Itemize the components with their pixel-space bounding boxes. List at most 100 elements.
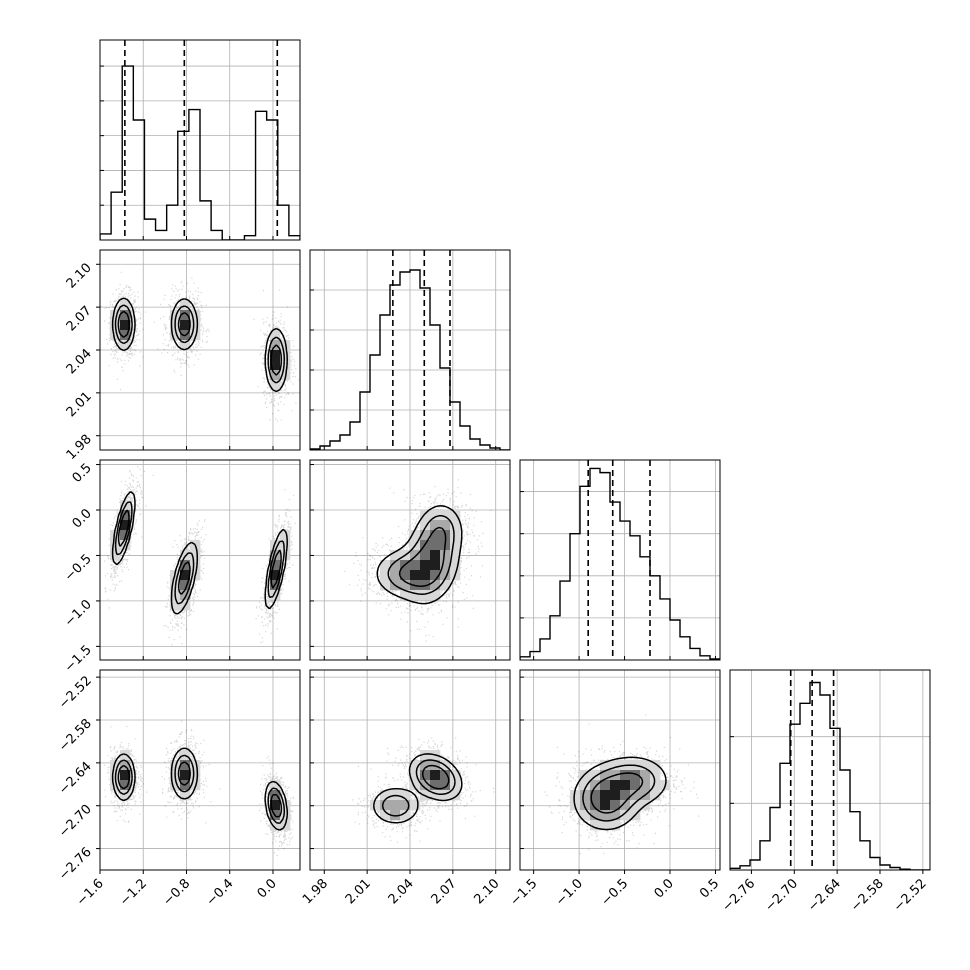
- y-tick-label: 0.5: [70, 461, 95, 486]
- density-cell: [380, 580, 391, 591]
- density-cell: [450, 560, 461, 571]
- contour-line: [387, 515, 455, 595]
- density-cell: [450, 540, 461, 551]
- density-cell: [280, 550, 291, 561]
- density-cell: [610, 760, 621, 771]
- density-cell: [590, 820, 601, 831]
- density-cell: [430, 530, 441, 541]
- density-cell: [270, 350, 281, 361]
- density-cell: [190, 310, 201, 321]
- density-cell: [590, 770, 601, 781]
- density-cell: [640, 780, 651, 791]
- density-cell: [390, 550, 401, 561]
- panel-0-0: [99, 39, 301, 241]
- density-cell: [620, 800, 631, 811]
- density-cell: [430, 550, 441, 561]
- contour-line: [573, 756, 667, 831]
- density-cell: [410, 800, 421, 811]
- x-tick-label: 0.0: [652, 876, 677, 901]
- density-cell: [430, 520, 441, 531]
- density-cell: [430, 560, 441, 571]
- density-cell: [280, 360, 291, 371]
- density-cell: [380, 810, 391, 821]
- density-cell: [450, 520, 461, 531]
- x-tick-label: 2.01: [343, 876, 374, 907]
- density-cell: [600, 800, 611, 811]
- density-cell: [170, 330, 181, 341]
- density-cell: [410, 570, 421, 581]
- density-cell: [190, 770, 201, 781]
- contour-line: [117, 310, 283, 376]
- x-tick-label: −1.2: [117, 876, 150, 909]
- density-cell: [580, 800, 591, 811]
- contour-line: [582, 764, 656, 822]
- density-cell: [640, 770, 651, 781]
- density-cell: [110, 780, 121, 791]
- density-cell: [450, 550, 461, 561]
- density-cell: [600, 770, 611, 781]
- density-cell: [420, 770, 431, 781]
- panel-content: [100, 250, 300, 450]
- contour-line: [111, 491, 288, 615]
- density-cell: [430, 780, 441, 791]
- y-tick-label: 2.07: [64, 303, 95, 334]
- scatter-points: [352, 737, 495, 843]
- density-cell: [120, 510, 131, 521]
- density-cell: [420, 510, 431, 521]
- density-cell: [120, 780, 131, 791]
- density-cell: [120, 330, 131, 341]
- panel-content: [520, 670, 720, 870]
- density-cell: [580, 770, 591, 781]
- density-cell: [180, 580, 191, 591]
- x-tick-label: −0.8: [160, 876, 193, 909]
- x-tick-label: −1.0: [553, 876, 586, 909]
- density-cell: [620, 780, 631, 791]
- density-cell: [270, 820, 281, 831]
- density-cell: [180, 790, 191, 801]
- panel-frame: [519, 669, 721, 871]
- density-cell: [410, 770, 421, 781]
- density-cell: [270, 590, 281, 601]
- density-cell: [440, 580, 451, 591]
- y-tick-label: −0.5: [62, 552, 95, 585]
- density-cell: [270, 550, 281, 561]
- density-cell: [270, 560, 281, 571]
- histogram-step: [730, 681, 930, 870]
- contour-line: [117, 761, 283, 818]
- density-cell: [440, 570, 451, 581]
- panel-content: [310, 670, 510, 870]
- density-cell: [380, 570, 391, 581]
- density-cell: [650, 790, 661, 801]
- density-cell: [440, 550, 451, 561]
- density-cell: [610, 820, 621, 831]
- density-cell: [440, 790, 451, 801]
- density-cell: [120, 320, 131, 331]
- x-tick-label: −2.76: [719, 876, 758, 915]
- contour-line: [376, 505, 463, 605]
- density-cell: [180, 320, 191, 331]
- density-cell: [600, 820, 611, 831]
- density-cell: [420, 590, 431, 601]
- density-cell: [180, 340, 191, 351]
- panel-2-1: [309, 459, 511, 661]
- density-cell: [400, 790, 411, 801]
- density-cell: [410, 530, 421, 541]
- panel-content: [100, 40, 300, 240]
- density-cell: [180, 570, 191, 581]
- density-cell: [650, 780, 661, 791]
- density-cell: [580, 780, 591, 791]
- density-cell: [580, 810, 591, 821]
- contour-line: [111, 747, 289, 831]
- density-cell: [180, 310, 191, 321]
- density-cell: [190, 320, 201, 331]
- density-cell: [400, 580, 411, 591]
- density-cell: [180, 590, 191, 601]
- density-cell: [190, 550, 201, 561]
- contour-line: [381, 759, 456, 817]
- density-cell: [590, 790, 601, 801]
- contour-line: [372, 753, 463, 824]
- density-cell: [410, 550, 421, 561]
- density-cell: [440, 510, 451, 521]
- density-cell: [450, 790, 461, 801]
